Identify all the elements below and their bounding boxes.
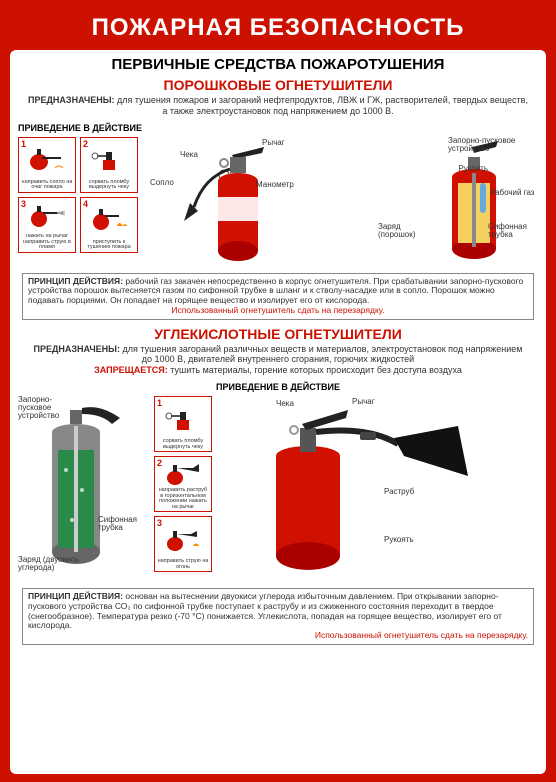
label-co2-siphon: Сифонная трубка — [98, 516, 148, 532]
co2-cutaway: Запорно-пусковое устройство Сифонная тру… — [18, 396, 148, 582]
co2-purpose-text: для тушения загораний различных веществ … — [123, 344, 523, 365]
step-art — [156, 518, 210, 559]
step-caption: направить раструб в горизонтальном полож… — [156, 488, 210, 510]
co2-warn-lead: ЗАПРЕЩАЕТСЯ: — [94, 365, 168, 375]
step-caption: направить струю на огонь — [156, 559, 210, 570]
step-caption: сорвать пломбу выдернуть чеку — [156, 439, 210, 450]
powder-step-4: 4 приступить к тушению пожара — [80, 197, 138, 253]
co2-principle: ПРИНЦИП ДЕЙСТВИЯ: основан на вытеснении … — [22, 588, 534, 645]
step-art — [20, 139, 74, 180]
label-rychag: Рычаг — [262, 139, 285, 147]
co2-steps: 1 сорвать пломбу выдернуть чеку 2 направ… — [154, 396, 212, 582]
label-co2-zpu: Запорно-пусковое устройство — [18, 396, 78, 420]
step-number: 3 — [157, 518, 162, 528]
label-siphon: Сифонная трубка — [488, 223, 538, 239]
powder-step-2: 2 сорвать пломбу выдернуть чеку — [80, 137, 138, 193]
label-manometr: Манометр — [256, 181, 294, 189]
label-soplo: Сопло — [150, 179, 174, 187]
co2-reload: Использованный огнетушитель сдать на пер… — [28, 631, 528, 641]
powder-extinguisher-diagram: Рычаг Чека Сопло Манометр Запорно-пусков… — [144, 137, 538, 267]
powder-principle-lead: ПРИНЦИП ДЕЙСТВИЯ: — [28, 276, 123, 286]
step-number: 4 — [83, 199, 88, 209]
step-caption: нажать на рычаг направить струю в пламя — [20, 234, 74, 251]
step-art — [82, 139, 136, 180]
step-number: 1 — [21, 139, 26, 149]
powder-principle: ПРИНЦИП ДЕЙСТВИЯ: рабочий газ закачен не… — [22, 273, 534, 320]
powder-purpose-lead: ПРЕДНАЗНАЧЕНЫ: — [28, 95, 114, 105]
step-number: 1 — [157, 398, 162, 408]
step-caption: направить сопло на очаг пожара — [20, 180, 74, 191]
co2-principle-lead: ПРИНЦИП ДЕЙСТВИЯ: — [28, 591, 123, 601]
co2-step-1: 1 сорвать пломбу выдернуть чеку — [154, 396, 212, 452]
main-title: ПОЖАРНАЯ БЕЗОПАСНОСТЬ — [10, 10, 546, 50]
label-co2-rukoyat: Рукоять — [384, 536, 414, 544]
label-cheka: Чека — [180, 151, 198, 159]
powder-steps: 1 направить сопло на очаг пожара 2 сорва… — [18, 137, 138, 267]
step-caption: приступить к тушению пожара — [82, 240, 136, 251]
content-panel: ПЕРВИЧНЫЕ СРЕДСТВА ПОЖАРОТУШЕНИЯ ПОРОШКО… — [10, 50, 546, 774]
co2-diagram-area: Запорно-пусковое устройство Сифонная тру… — [18, 394, 538, 584]
co2-purpose: ПРЕДНАЗНАЧЕНЫ: для тушения загораний раз… — [18, 344, 538, 380]
co2-extinguisher-diagram: Чека Рычаг Раструб Рукоять — [218, 396, 538, 582]
co2-warn-text: тушить материалы, горение которых происх… — [170, 365, 462, 375]
label-gas: Рабочий газ — [490, 189, 538, 197]
label-co2-rastrub: Раструб — [384, 488, 414, 496]
powder-title: ПОРОШКОВЫЕ ОГНЕТУШИТЕЛИ — [18, 75, 538, 95]
step-art — [82, 199, 136, 240]
label-zaryad: Заряд (порошок) — [378, 223, 428, 239]
step-art — [156, 458, 210, 488]
powder-purpose: ПРЕДНАЗНАЧЕНЫ: для тушения пожаров и заг… — [18, 95, 538, 121]
step-art — [156, 398, 210, 439]
step-caption: сорвать пломбу выдернуть чеку — [82, 180, 136, 191]
step-number: 3 — [21, 199, 26, 209]
subtitle: ПЕРВИЧНЫЕ СРЕДСТВА ПОЖАРОТУШЕНИЯ — [18, 54, 538, 75]
powder-step-1: 1 направить сопло на очаг пожара — [18, 137, 76, 193]
co2-activation-label: ПРИВЕДЕНИЕ В ДЕЙСТВИЕ — [18, 380, 538, 394]
step-number: 2 — [157, 458, 162, 468]
powder-purpose-text: для тушения пожаров и загораний нефтепро… — [117, 95, 528, 116]
co2-step-3: 3 направить струю на огонь — [154, 516, 212, 572]
label-rukoyat: Рукоять — [458, 165, 488, 173]
powder-step-3: 3 нажать на рычаг направить струю в плам… — [18, 197, 76, 253]
co2-purpose-lead: ПРЕДНАЗНАЧЕНЫ: — [34, 344, 120, 354]
powder-diagram-area: 1 направить сопло на очаг пожара 2 сорва… — [18, 135, 538, 269]
label-co2-cheka: Чека — [276, 400, 294, 408]
co2-step-2: 2 направить раструб в горизонтальном пол… — [154, 456, 212, 512]
powder-reload: Использованный огнетушитель сдать на пер… — [28, 306, 528, 316]
label-zpu: Запорно-пусковое устройство — [448, 137, 518, 153]
powder-activation-label: ПРИВЕДЕНИЕ В ДЕЙСТВИЕ — [18, 121, 538, 135]
label-co2-rychag: Рычаг — [352, 398, 375, 406]
step-number: 2 — [83, 139, 88, 149]
step-art — [20, 199, 74, 235]
co2-title: УГЛЕКИСЛОТНЫЕ ОГНЕТУШИТЕЛИ — [18, 324, 538, 344]
label-co2-zaryad: Заряд (двуокись углерода) — [18, 556, 88, 572]
